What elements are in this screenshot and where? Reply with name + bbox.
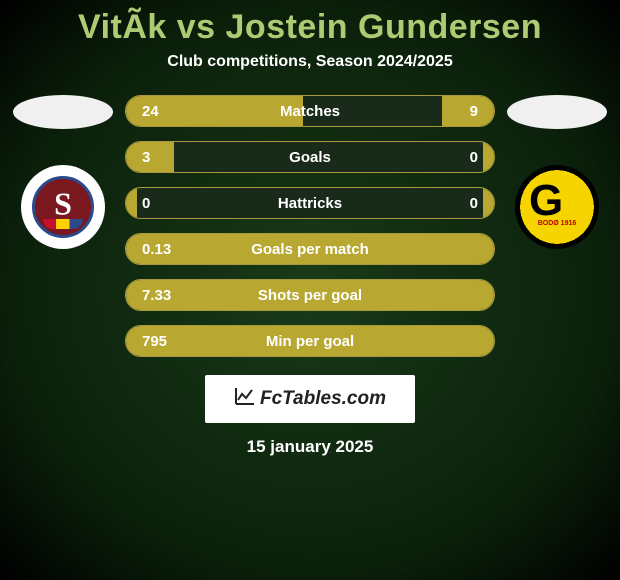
- stat-fill-right: [483, 142, 494, 172]
- stat-label: Min per goal: [266, 333, 354, 350]
- stat-value-right: 0: [470, 195, 478, 212]
- sparta-crest: S: [32, 176, 94, 238]
- page-title: VitÃ­k vs Jostein Gundersen: [0, 8, 620, 47]
- stat-label: Matches: [280, 103, 340, 120]
- main-row: S 24 Matches 9 3 Goals 0 0 Hattricks 0 0.13 Goals …: [0, 95, 620, 357]
- stat-value-left: 0: [142, 195, 150, 212]
- stat-fill-left: [126, 188, 137, 218]
- stat-value-left: 7.33: [142, 287, 171, 304]
- stat-value-right: 9: [470, 103, 478, 120]
- club-badge-left: S: [21, 165, 105, 249]
- player-photo-left: [13, 95, 113, 129]
- right-player-col: G BODØ 1916: [507, 95, 607, 249]
- stat-value-left: 24: [142, 103, 159, 120]
- stat-fill-right: [442, 96, 494, 126]
- bodo-letter: G: [529, 179, 563, 223]
- brand-text: FcTables.com: [260, 388, 386, 410]
- stat-bar: 795 Min per goal: [125, 325, 495, 357]
- stats-column: 24 Matches 9 3 Goals 0 0 Hattricks 0 0.13 Goals pe…: [125, 95, 495, 357]
- stat-bar: 0.13 Goals per match: [125, 233, 495, 265]
- stat-label: Shots per goal: [258, 287, 362, 304]
- page-subtitle: Club competitions, Season 2024/2025: [0, 53, 620, 71]
- stat-bar: 3 Goals 0: [125, 141, 495, 173]
- bodo-crest: G BODØ 1916: [527, 177, 587, 237]
- stat-value-left: 3: [142, 149, 150, 166]
- infographic-container: VitÃ­k vs Jostein Gundersen Club competi…: [0, 0, 620, 457]
- club-badge-right: G BODØ 1916: [515, 165, 599, 249]
- sparta-stripes: [43, 219, 83, 229]
- sparta-letter: S: [54, 186, 72, 223]
- stat-label: Goals: [289, 149, 331, 166]
- stat-value-left: 795: [142, 333, 167, 350]
- bodo-text: BODØ 1916: [538, 220, 577, 227]
- stat-bar: 24 Matches 9: [125, 95, 495, 127]
- stat-value-right: 0: [470, 149, 478, 166]
- stat-label: Goals per match: [251, 241, 369, 258]
- stat-bar: 7.33 Shots per goal: [125, 279, 495, 311]
- footer-date: 15 january 2025: [0, 437, 620, 457]
- left-player-col: S: [13, 95, 113, 249]
- player-photo-right: [507, 95, 607, 129]
- stat-bar: 0 Hattricks 0: [125, 187, 495, 219]
- chart-icon: [234, 386, 256, 412]
- brand-logo: FcTables.com: [205, 375, 415, 423]
- stat-value-left: 0.13: [142, 241, 171, 258]
- stat-fill-right: [483, 188, 494, 218]
- stat-label: Hattricks: [278, 195, 342, 212]
